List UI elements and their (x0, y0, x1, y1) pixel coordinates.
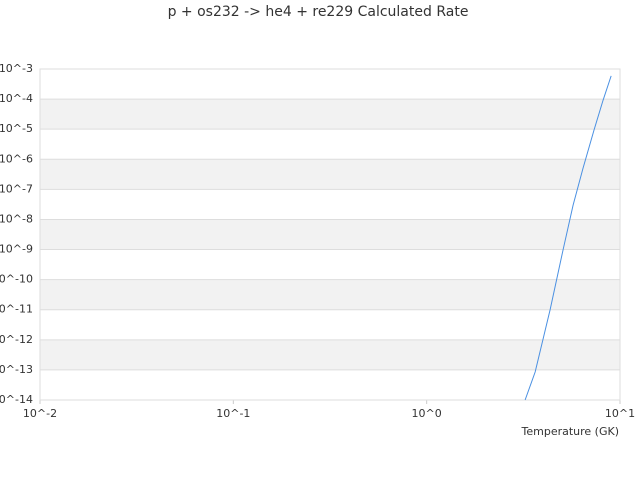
y-tick-label: 10^-12 (0, 333, 33, 346)
y-tick-label: 10^-7 (0, 182, 33, 195)
x-tick-label: 10^-2 (23, 407, 57, 420)
grid-band (40, 99, 620, 130)
x-axis-label: Temperature (GK) (521, 425, 620, 438)
chart-title: p + os232 -> he4 + re229 Calculated Rate (168, 4, 469, 20)
y-tick-label: 10^-14 (0, 393, 33, 406)
y-tick-label: 10^-13 (0, 363, 33, 376)
x-tick-label: 10^0 (412, 407, 442, 420)
y-tick-label: 10^-8 (0, 212, 33, 225)
y-tick-label: 10^-11 (0, 303, 33, 316)
y-tick-label: 10^-3 (0, 62, 33, 75)
grid-band (40, 159, 620, 190)
y-tick-label: 10^-5 (0, 122, 33, 135)
y-tick-label: 10^-10 (0, 273, 33, 286)
grid-band (40, 219, 620, 250)
x-tick-label: 10^1 (605, 407, 635, 420)
y-tick-label: 10^-4 (0, 92, 33, 105)
plot-border (39, 68, 621, 401)
grid-band (40, 279, 620, 310)
y-tick-label: 10^-9 (0, 243, 33, 256)
grid-band (40, 339, 620, 370)
x-tick-label: 10^-1 (216, 407, 250, 420)
series-line (524, 75, 612, 401)
y-tick-label: 10^-6 (0, 152, 33, 165)
